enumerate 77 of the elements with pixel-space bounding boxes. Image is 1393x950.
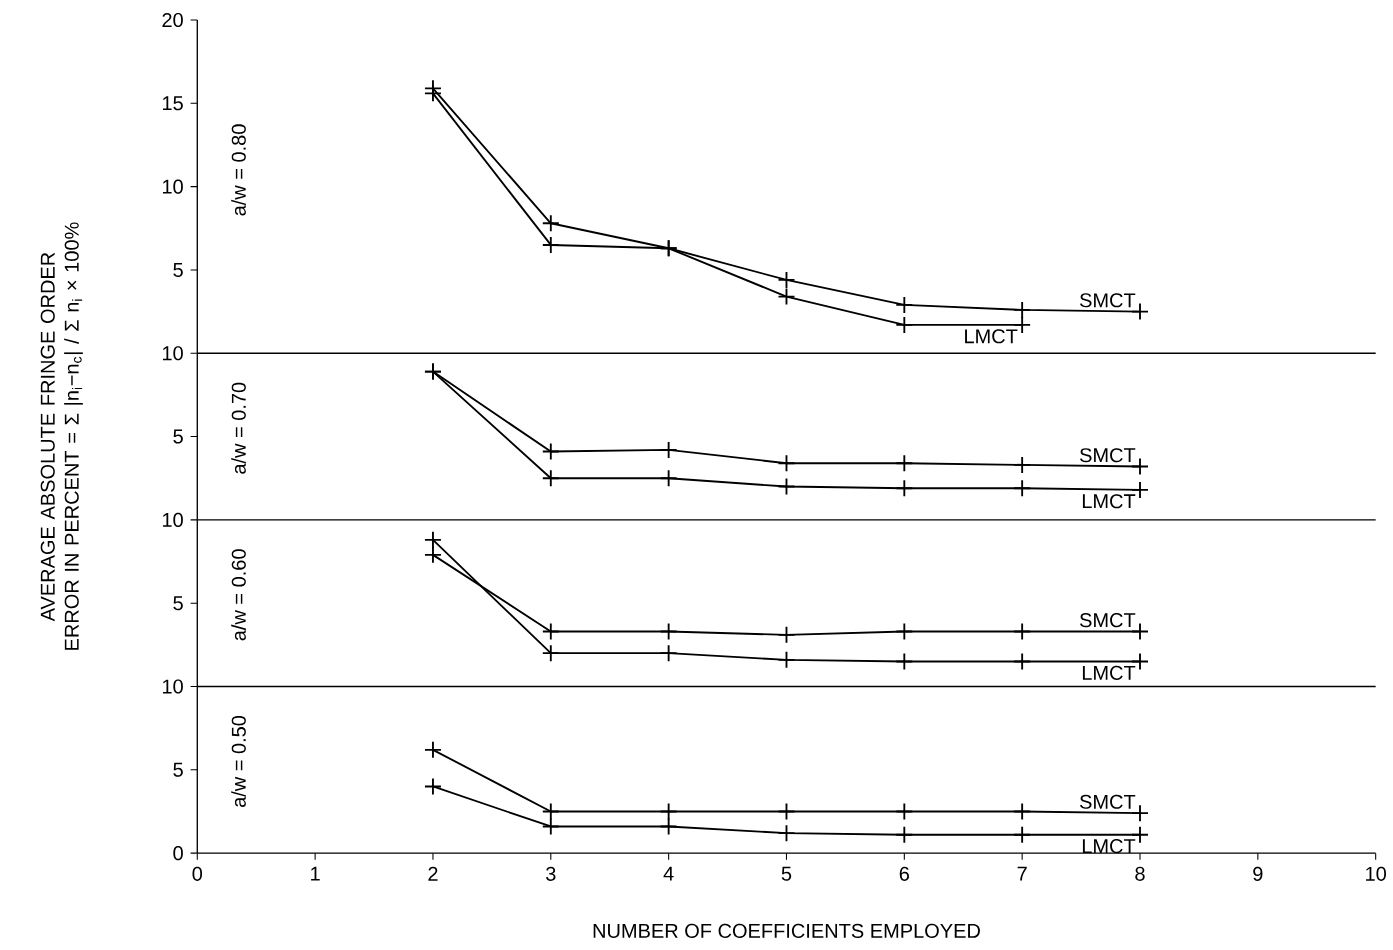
x-axis-title: NUMBER OF COEFFICIENTS EMPLOYED — [593, 923, 980, 938]
y-tick-label: 15 — [162, 96, 183, 111]
point — [895, 622, 914, 641]
point — [777, 270, 796, 289]
y-tick-label: 5 — [173, 762, 183, 777]
point — [659, 622, 678, 641]
point — [659, 469, 678, 487]
point — [777, 823, 796, 842]
point — [1013, 479, 1032, 497]
y-tick-label: 10 — [162, 512, 183, 527]
x-tick-label: 2 — [428, 866, 438, 881]
y-tick-label: 5 — [173, 429, 183, 444]
point — [895, 315, 914, 334]
point — [541, 235, 560, 254]
point — [659, 802, 678, 821]
series-label: LMCT — [1082, 665, 1136, 680]
point — [895, 479, 914, 497]
point — [895, 652, 914, 671]
x-tick-label: 1 — [311, 866, 320, 881]
x-tick-label: 6 — [899, 866, 909, 881]
y-tick-label: 10 — [162, 345, 183, 361]
series-label: SMCT — [1079, 794, 1136, 809]
point — [1013, 825, 1032, 844]
point — [541, 802, 560, 821]
x-tick-label: 3 — [546, 866, 556, 881]
point — [777, 625, 796, 644]
text: a/w = 0.60 — [231, 549, 246, 641]
y-tick-label: 5 — [173, 595, 183, 610]
point — [541, 644, 560, 662]
point — [1013, 300, 1032, 319]
point — [777, 477, 796, 496]
point — [424, 777, 442, 796]
point — [1013, 455, 1032, 474]
point — [1013, 622, 1032, 641]
x-tick-label: 5 — [781, 866, 792, 881]
series-label: LMCT — [1082, 493, 1136, 509]
x-tick-label: 0 — [192, 866, 203, 881]
y-tick-label: 0 — [173, 845, 183, 860]
point — [541, 214, 560, 232]
x-tick-label: 8 — [1135, 866, 1145, 881]
point — [1013, 652, 1032, 671]
point — [424, 545, 442, 564]
point — [659, 440, 678, 459]
x-tick-label: 4 — [663, 866, 674, 881]
point — [777, 287, 796, 306]
text: a/w = 0.70 — [231, 382, 246, 474]
text: a/w = 0.80 — [231, 124, 246, 216]
x-tick-label: 7 — [1017, 866, 1027, 881]
series-label: LMCT — [965, 328, 1018, 344]
series-label: SMCT — [1079, 612, 1136, 628]
y-tick-label: 5 — [173, 262, 183, 277]
series-label: SMCT — [1079, 292, 1136, 308]
point — [541, 622, 560, 641]
point — [424, 740, 442, 759]
point — [777, 650, 796, 669]
point — [1013, 802, 1032, 821]
point — [424, 84, 442, 103]
point — [777, 454, 796, 472]
point — [895, 825, 914, 844]
point — [659, 644, 678, 662]
point — [659, 817, 678, 836]
point — [777, 802, 796, 821]
point — [541, 442, 560, 461]
point — [424, 530, 442, 549]
y-tick-label: 10 — [162, 179, 183, 194]
point — [541, 469, 560, 487]
y-tick-label: 10 — [162, 679, 183, 694]
x-tick-label: 10 — [1366, 866, 1386, 881]
y-tick-label: 20 — [162, 12, 183, 27]
point — [541, 817, 560, 836]
point — [895, 802, 914, 821]
point — [895, 454, 914, 472]
series-label: LMCT — [1082, 838, 1136, 853]
x-tick-label: 9 — [1253, 866, 1263, 881]
point — [895, 295, 914, 314]
text: a/w = 0.50 — [231, 715, 246, 807]
series-label: SMCT — [1079, 447, 1136, 463]
